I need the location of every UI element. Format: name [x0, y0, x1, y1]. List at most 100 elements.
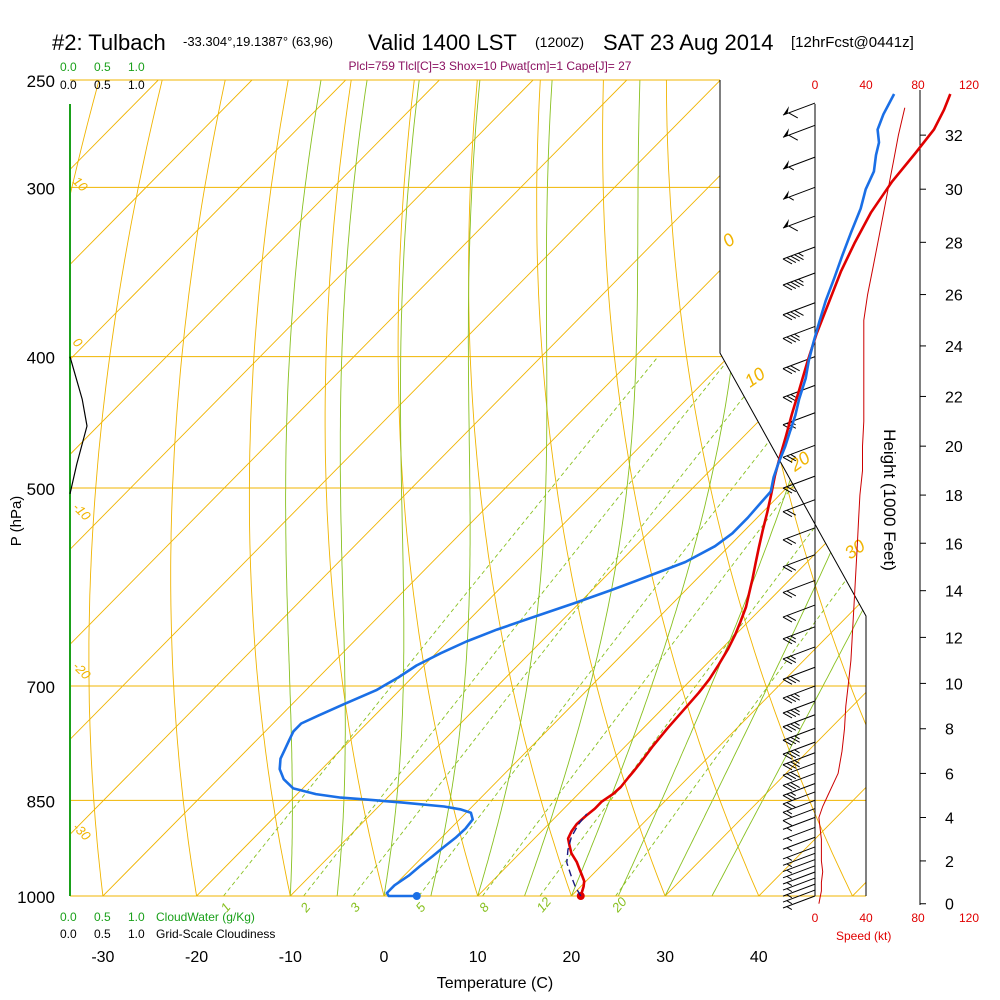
mixing-ratio-label: 8 — [476, 899, 493, 915]
wind-barb-full — [782, 539, 793, 546]
wind-barb-full — [786, 283, 797, 289]
mixing-ratio-label: 2 — [297, 899, 314, 916]
cw-scale-bottom-2: 1.0 — [128, 910, 145, 924]
wind-barb — [782, 895, 816, 910]
wind-barb-full — [786, 395, 797, 402]
stability-indices: Plcl=759 Tlcl[C]=3 Shox=10 Pwat[cm]=1 Ca… — [349, 59, 632, 73]
cloudiness-profile — [69, 356, 88, 495]
wind-barb-half — [790, 655, 796, 660]
isotherm — [852, 80, 866, 896]
wind-barb-full — [788, 225, 799, 232]
cw-scale-top-0: 0.0 — [60, 60, 77, 74]
wind-barb-full — [782, 753, 793, 760]
temperature-tick-label: -20 — [185, 949, 208, 966]
wind-barb-full — [782, 258, 793, 265]
mixing-ratio-line — [418, 356, 836, 896]
wind-barb-full — [782, 314, 793, 321]
wind-barb-full — [786, 564, 797, 571]
wind-barb-flag — [783, 128, 789, 138]
isotherm-label: -10 — [70, 500, 94, 524]
wind-barb-staff — [782, 604, 816, 618]
wind-barb — [782, 626, 816, 645]
wind-barb-staff — [782, 752, 816, 766]
wind-barb-full — [790, 771, 800, 778]
wind-barb-staff — [782, 646, 816, 660]
height-tick-label: 26 — [945, 288, 963, 305]
pressure-tick-label: 400 — [27, 349, 55, 368]
wind-barb-full — [782, 338, 793, 344]
mixing-ratio-line — [482, 356, 866, 896]
wind-barb-full — [786, 366, 797, 373]
wind-barb-flag — [783, 160, 789, 170]
wind-barb-full — [782, 368, 793, 375]
wind-barb-half — [790, 635, 796, 640]
wind-barb-half — [786, 906, 793, 910]
wind-barb-half — [794, 333, 800, 338]
wind-barb — [782, 752, 816, 771]
station-title: #2: Tulbach — [52, 30, 166, 55]
mixing-ratio-label: 3 — [347, 899, 364, 915]
wind-barb-full — [782, 820, 793, 827]
height-tick-label: 8 — [945, 722, 954, 739]
wind-barb — [782, 865, 816, 880]
speed-tick-bottom-0: 0 — [812, 911, 819, 925]
pressure-tick-label: 1000 — [17, 888, 55, 907]
valid-time: Valid 1400 LST — [368, 30, 517, 55]
height-tick-label: 32 — [945, 128, 963, 145]
wind-barb-full — [782, 396, 793, 403]
isobar-lines — [70, 79, 866, 897]
wind-barb-staff — [782, 762, 816, 776]
wind-barb-full — [790, 311, 800, 318]
wind-barb-full — [790, 281, 800, 288]
wind-barb — [782, 499, 816, 518]
wind-barb-staff — [782, 826, 816, 840]
wind-barb-half — [798, 252, 804, 257]
wind-barb-staff — [782, 883, 816, 897]
wind-barb-full — [782, 739, 793, 746]
dry-adiabat — [602, 80, 773, 896]
pressure-tick-label: 700 — [27, 678, 55, 697]
wind-barb-staff — [782, 783, 816, 796]
isotherm — [477, 80, 866, 896]
wind-barb-staff — [782, 895, 816, 909]
cl-scale-top-2: 1.0 — [128, 78, 145, 92]
wind-barb-full — [782, 591, 793, 598]
wind-barb-full — [782, 811, 793, 818]
wind-barb — [782, 714, 816, 733]
speed-tick-top-1: 40 — [859, 78, 873, 92]
dry-adiabat — [536, 80, 678, 896]
dry-adiabat-label: 10 — [741, 363, 769, 391]
wind-barb-full — [782, 784, 793, 791]
moist-adiabat — [477, 80, 553, 896]
wind-barb — [782, 772, 816, 791]
wind-barb — [782, 215, 816, 232]
wind-barb-staff — [782, 714, 816, 728]
wind-barb — [782, 783, 816, 801]
cl-scale-bottom-1: 0.5 — [94, 927, 111, 941]
wind-barb-staff — [782, 499, 816, 513]
isotherm — [70, 80, 253, 896]
wind-barb-staff — [782, 302, 816, 316]
mixing-ratio-line — [615, 356, 866, 896]
wind-barb-staff — [782, 846, 816, 860]
temperature-tick-label: -30 — [91, 949, 114, 966]
pressure-tick-label: 500 — [27, 480, 55, 499]
height-tick-label: 4 — [945, 810, 954, 827]
height-axis-title: Height (1000 Feet) — [880, 429, 899, 571]
wind-barb-staff — [782, 816, 816, 830]
wind-barb-full — [790, 736, 800, 743]
wind-barb-full — [782, 764, 793, 771]
wind-barb-flag — [783, 190, 789, 200]
cw-scale-top-1: 0.5 — [94, 60, 111, 74]
wind-barb — [782, 325, 816, 344]
wind-barb — [782, 579, 816, 598]
wind-barb-full — [782, 697, 793, 704]
dry-adiabat-label: 30 — [841, 535, 869, 563]
height-tick-label: 10 — [945, 676, 963, 693]
wind-barb-full — [786, 752, 797, 759]
wind-barb-half — [786, 837, 793, 842]
isotherm — [70, 80, 440, 896]
wind-barb-full — [786, 657, 797, 663]
wind-barb-flag — [783, 106, 789, 116]
dry-adiabat — [855, 80, 866, 896]
